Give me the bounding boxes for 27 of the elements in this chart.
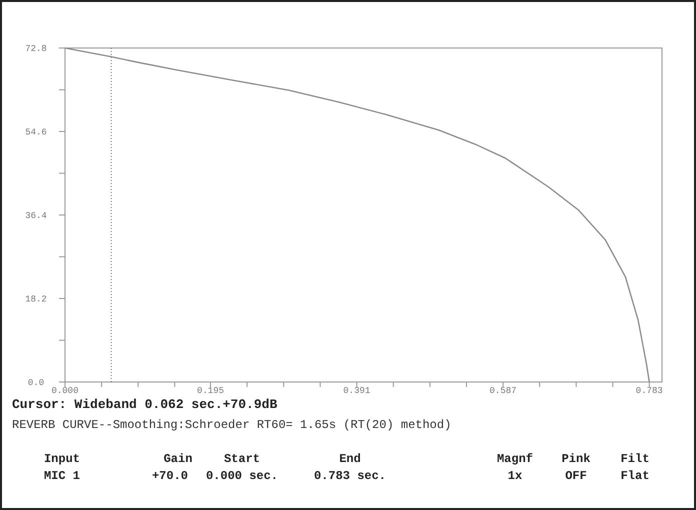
text: Gain	[164, 452, 192, 466]
text: OFF	[565, 469, 587, 483]
x-tick-label: 0.587	[490, 386, 517, 396]
text: Magnf	[496, 452, 534, 466]
text: Input	[44, 452, 80, 466]
text: REVERB CURVE--Smoothing:Schroeder RT60= 1.65s (RT(20) method)	[12, 418, 452, 432]
text: 0.783 sec.	[314, 469, 386, 483]
text: End	[339, 452, 361, 466]
text: Pink	[562, 452, 590, 466]
x-tick-label: 0.391	[343, 386, 370, 396]
y-tick-label: 0.0	[28, 378, 44, 388]
y-tick-label: 72.8	[25, 44, 47, 54]
text: Filt	[620, 452, 650, 466]
text: Flat	[620, 469, 650, 483]
x-tick-label: 0.783	[636, 386, 663, 396]
line-series	[64, 47, 650, 383]
text: 1x	[508, 469, 522, 483]
y-tick-label: 36.4	[25, 211, 47, 221]
text: MIC 1	[44, 469, 80, 483]
text: 0.000 sec.	[206, 469, 278, 483]
text: +70.0	[152, 469, 188, 483]
text: Start	[224, 452, 260, 466]
x-tick-label: 0.000	[51, 386, 79, 396]
y-tick-label: 18.2	[25, 294, 47, 304]
x-tick-label: 0.195	[197, 386, 224, 396]
y-tick-label: 54.6	[25, 128, 47, 138]
text: Cursor: Wideband 0.062 sec.+70.9dB	[12, 397, 278, 412]
